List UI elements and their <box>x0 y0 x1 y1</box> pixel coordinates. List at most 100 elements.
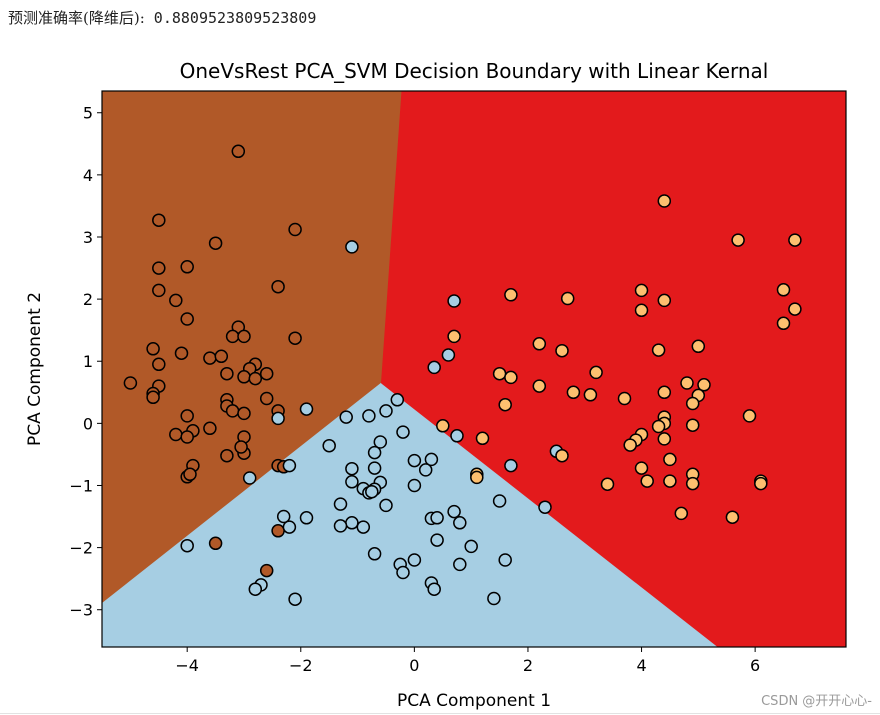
data-point-class-0 <box>183 467 197 482</box>
data-point-class-0 <box>225 404 240 418</box>
data-point-class-1 <box>427 360 441 375</box>
data-point-class-0 <box>220 448 234 463</box>
data-point-class-2 <box>657 194 672 208</box>
data-point-class-1 <box>333 497 348 511</box>
data-point-class-0 <box>259 366 274 381</box>
data-point-class-2 <box>742 409 757 423</box>
data-point-class-1 <box>492 494 507 508</box>
data-point-class-2 <box>685 476 700 491</box>
data-point-class-1 <box>379 498 393 513</box>
x-tick-label: 2 <box>523 656 533 675</box>
data-point-class-2 <box>725 510 740 524</box>
data-point-class-0 <box>220 366 234 381</box>
data-point-class-1 <box>498 553 512 567</box>
data-point-class-0 <box>214 349 229 364</box>
data-point-class-2 <box>685 418 700 432</box>
x-axis-ticks: −4 −2 0 2 4 6 <box>175 647 760 675</box>
data-point-class-2 <box>663 474 677 488</box>
data-point-class-1 <box>407 453 422 468</box>
data-point-class-1 <box>430 511 444 525</box>
y-tick-label: −1 <box>69 476 93 495</box>
data-point-class-1 <box>464 539 478 554</box>
data-point-class-2 <box>634 283 649 298</box>
y-tick-label: 2 <box>83 290 93 309</box>
x-tick-label: 4 <box>636 656 646 675</box>
x-tick-label: −2 <box>289 656 313 675</box>
data-point-class-1 <box>299 402 314 416</box>
y-axis-ticks: −3 −2 −1 0 1 2 3 4 5 <box>69 104 102 620</box>
data-point-class-1 <box>373 435 388 449</box>
accuracy-value: 0.8809523809523809 <box>153 9 317 27</box>
data-point-class-2 <box>555 448 569 463</box>
y-tick-label: 5 <box>83 104 93 123</box>
data-point-class-1 <box>299 511 314 525</box>
data-point-class-0 <box>152 283 166 298</box>
scatter-points <box>123 144 802 606</box>
data-point-class-1 <box>396 565 410 580</box>
data-point-class-0 <box>180 430 194 444</box>
data-point-class-0 <box>234 440 248 454</box>
data-point-class-1 <box>450 429 464 443</box>
data-point-class-2 <box>566 385 581 400</box>
csdn-watermark: CSDN @开开心心- <box>761 694 872 709</box>
data-point-class-1 <box>367 547 382 561</box>
data-point-class-1 <box>453 516 467 530</box>
x-axis-label: PCA Component 1 <box>397 691 551 711</box>
data-point-class-1 <box>282 520 297 534</box>
data-point-class-0 <box>288 331 302 345</box>
data-point-class-2 <box>623 438 637 452</box>
data-point-class-0 <box>152 261 166 275</box>
data-point-class-2 <box>532 337 547 351</box>
data-point-class-2 <box>589 365 603 380</box>
data-point-class-0 <box>146 390 160 405</box>
data-point-class-1 <box>427 582 441 596</box>
plot-frame <box>101 90 847 648</box>
y-tick-label: 4 <box>83 166 93 185</box>
data-point-class-1 <box>362 409 376 423</box>
data-point-class-0 <box>152 357 166 372</box>
data-point-class-1 <box>379 404 393 418</box>
data-point-class-2 <box>731 233 745 247</box>
data-point-class-2 <box>691 339 706 354</box>
data-point-class-1 <box>322 438 336 453</box>
data-point-class-0 <box>237 406 251 421</box>
x-tick-label: −4 <box>175 656 199 675</box>
data-point-class-1 <box>242 471 257 485</box>
data-point-class-0 <box>288 222 302 237</box>
y-tick-label: −3 <box>69 601 93 620</box>
x-tick-label: 0 <box>409 656 419 675</box>
data-point-class-2 <box>657 432 672 446</box>
data-point-class-0 <box>271 279 285 294</box>
accuracy-readout: 预测准确率(降维后): 0.8809523809523809 <box>8 7 316 28</box>
data-point-class-2 <box>754 476 768 491</box>
data-point-class-0 <box>174 346 189 360</box>
data-point-class-1 <box>282 458 297 473</box>
data-point-class-1 <box>390 393 405 407</box>
data-point-class-2 <box>697 378 711 392</box>
data-point-class-2 <box>532 379 547 393</box>
data-point-class-2 <box>640 474 654 488</box>
chart-title: OneVsRest PCA_SVM Decision Boundary with… <box>180 59 769 83</box>
data-point-class-0 <box>169 293 183 308</box>
data-point-class-2 <box>436 419 450 433</box>
data-point-class-1 <box>367 461 382 475</box>
data-point-class-2 <box>680 376 694 390</box>
data-point-class-1 <box>407 478 422 493</box>
class-2-region <box>380 91 846 647</box>
data-point-class-1 <box>271 411 285 426</box>
data-point-class-1 <box>538 500 552 514</box>
data-point-class-0 <box>169 427 183 442</box>
data-point-class-1 <box>365 484 379 499</box>
bottom-divider <box>0 713 880 714</box>
y-tick-label: −2 <box>69 539 93 558</box>
data-point-class-1 <box>345 516 359 530</box>
data-point-class-1 <box>453 557 467 572</box>
data-point-class-2 <box>788 233 802 247</box>
data-point-class-2 <box>617 391 632 406</box>
data-point-class-2 <box>788 302 802 316</box>
data-point-class-2 <box>685 396 700 411</box>
y-tick-label: 3 <box>83 228 93 247</box>
data-point-class-1 <box>487 591 501 606</box>
data-point-class-0 <box>237 329 251 344</box>
